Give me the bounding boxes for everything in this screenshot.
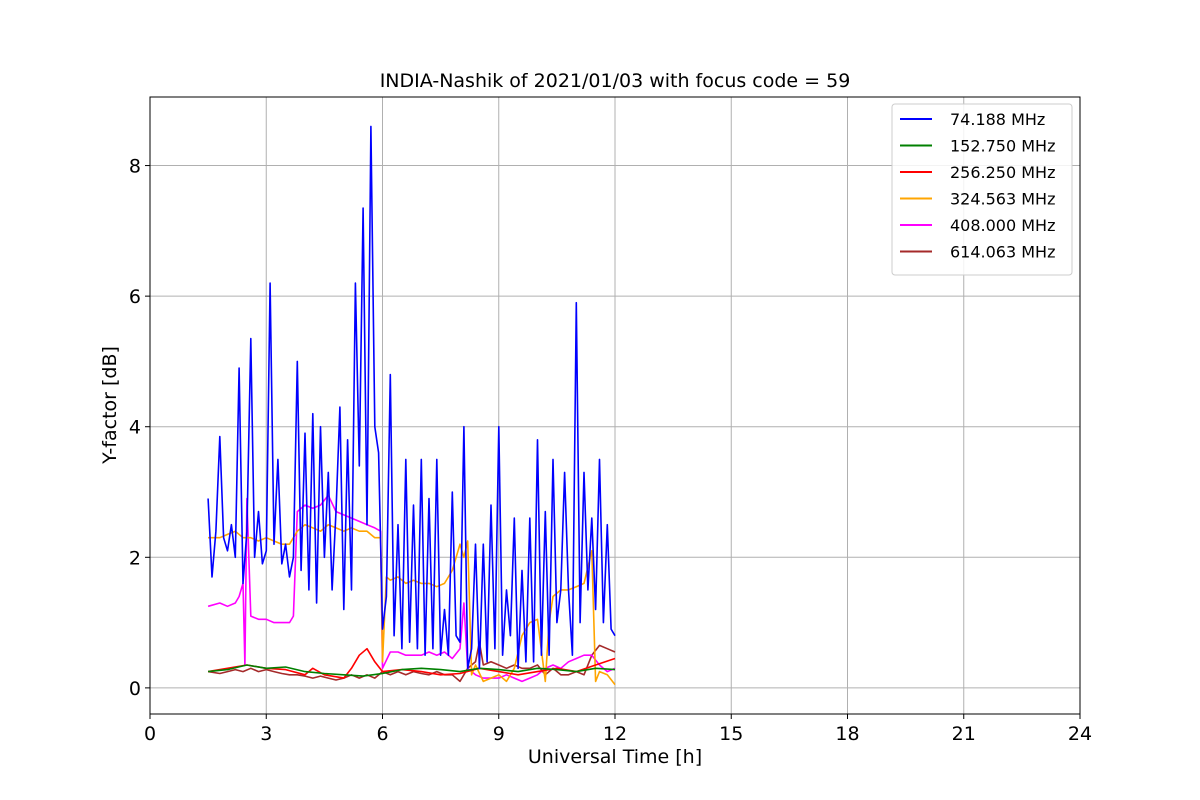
series-line (207, 647, 616, 679)
x-tick-label: 0 (144, 723, 156, 745)
series-line (208, 664, 616, 677)
chart-title: INDIA-Nashik of 2021/01/03 with focus co… (380, 70, 851, 92)
series-line (207, 125, 616, 670)
x-tick-label: 3 (260, 723, 272, 745)
series-layer (207, 125, 616, 686)
series-line (207, 494, 616, 683)
y-tick-label: 6 (129, 286, 141, 308)
series-line (207, 641, 616, 683)
legend-label: 74.188 MHz (950, 110, 1045, 129)
y-tick-label: 0 (129, 678, 141, 700)
legend-label: 256.250 MHz (950, 163, 1055, 182)
legend-label: 614.063 MHz (950, 243, 1055, 262)
x-tick-label: 15 (719, 723, 743, 745)
legend-label: 324.563 MHz (950, 190, 1055, 209)
x-tick-label: 24 (1068, 723, 1092, 745)
legend-box (891, 103, 1073, 276)
x-tick-label: 21 (952, 723, 976, 745)
legend-label: 408.000 MHz (950, 216, 1055, 235)
y-tick-label: 4 (129, 417, 141, 439)
y-tick-label: 8 (129, 156, 141, 178)
x-tick-label: 6 (376, 723, 388, 745)
x-tick-label: 12 (603, 723, 627, 745)
y-tick-label: 2 (129, 547, 141, 569)
x-axis-label: Universal Time [h] (528, 746, 702, 768)
legend: 74.188 MHz 152.750 MHz 256.250 MHz 324.563 … (891, 103, 1073, 276)
legend-label: 152.750 MHz (950, 137, 1055, 156)
x-tick-label: 9 (493, 723, 505, 745)
y-axis-label: Y-factor [dB] (99, 346, 121, 465)
x-tick-label: 18 (835, 723, 859, 745)
